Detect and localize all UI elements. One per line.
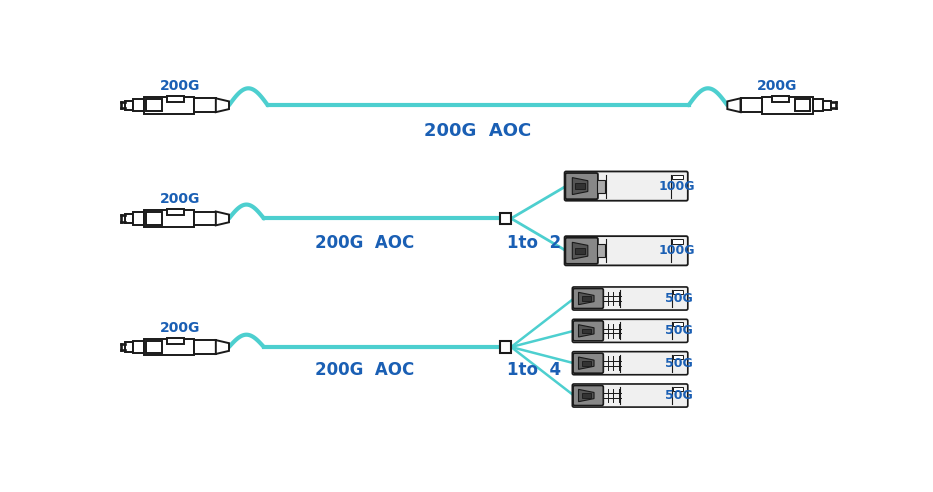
- Text: 50G: 50G: [664, 292, 692, 305]
- Text: 1to  4: 1to 4: [507, 361, 561, 379]
- Bar: [576, 247, 585, 254]
- Bar: [194, 98, 216, 112]
- Bar: [581, 329, 591, 333]
- Polygon shape: [578, 389, 594, 401]
- Bar: [672, 175, 683, 179]
- FancyBboxPatch shape: [564, 171, 688, 201]
- Text: 200G: 200G: [757, 79, 797, 93]
- Bar: [741, 98, 762, 112]
- Text: 50G: 50G: [664, 324, 692, 338]
- Text: 100G: 100G: [659, 180, 695, 192]
- Bar: [132, 341, 144, 353]
- FancyBboxPatch shape: [572, 384, 688, 407]
- Bar: [773, 96, 789, 102]
- Bar: [581, 393, 591, 398]
- Bar: [167, 338, 184, 344]
- Bar: [144, 97, 194, 114]
- Polygon shape: [572, 178, 588, 194]
- Bar: [581, 361, 591, 366]
- Polygon shape: [216, 340, 229, 354]
- Text: 200G  AOC: 200G AOC: [425, 122, 532, 140]
- Bar: [673, 322, 683, 326]
- Bar: [795, 99, 810, 111]
- Bar: [824, 101, 831, 110]
- Bar: [581, 296, 591, 301]
- Bar: [144, 210, 194, 227]
- FancyBboxPatch shape: [572, 352, 688, 375]
- FancyBboxPatch shape: [565, 238, 598, 264]
- Bar: [500, 213, 511, 224]
- Text: 200G: 200G: [160, 192, 201, 206]
- Bar: [194, 340, 216, 354]
- Bar: [500, 341, 511, 353]
- Bar: [132, 212, 144, 224]
- Bar: [673, 290, 683, 294]
- Polygon shape: [578, 325, 594, 337]
- Text: 200G: 200G: [160, 79, 201, 93]
- Bar: [576, 183, 585, 189]
- Text: 50G: 50G: [664, 357, 692, 369]
- Bar: [146, 212, 161, 224]
- Polygon shape: [216, 98, 229, 112]
- Bar: [125, 342, 132, 352]
- Bar: [762, 97, 813, 114]
- Bar: [167, 209, 184, 215]
- Bar: [146, 99, 161, 111]
- FancyBboxPatch shape: [572, 319, 688, 342]
- Polygon shape: [728, 98, 741, 112]
- Bar: [144, 338, 194, 356]
- Bar: [167, 96, 184, 102]
- Bar: [597, 180, 605, 193]
- Text: 200G: 200G: [160, 321, 201, 335]
- Text: 1to  2: 1to 2: [507, 234, 561, 252]
- Text: 200G  AOC: 200G AOC: [315, 234, 414, 252]
- Bar: [673, 387, 683, 391]
- Bar: [673, 355, 683, 359]
- Bar: [194, 212, 216, 225]
- Bar: [132, 99, 144, 111]
- Polygon shape: [216, 212, 229, 225]
- FancyBboxPatch shape: [573, 386, 604, 405]
- FancyBboxPatch shape: [573, 321, 604, 341]
- Polygon shape: [572, 242, 588, 259]
- Bar: [125, 214, 132, 223]
- Text: 100G: 100G: [659, 244, 695, 257]
- Bar: [672, 239, 683, 244]
- Polygon shape: [578, 292, 594, 305]
- Text: 50G: 50G: [664, 389, 692, 402]
- Text: 200G  AOC: 200G AOC: [315, 361, 414, 379]
- FancyBboxPatch shape: [565, 173, 598, 199]
- Bar: [813, 99, 824, 111]
- FancyBboxPatch shape: [573, 353, 604, 373]
- Bar: [125, 101, 132, 110]
- Bar: [146, 341, 161, 353]
- Polygon shape: [578, 357, 594, 369]
- FancyBboxPatch shape: [564, 236, 688, 265]
- FancyBboxPatch shape: [572, 287, 688, 310]
- FancyBboxPatch shape: [573, 288, 604, 308]
- Bar: [597, 244, 605, 257]
